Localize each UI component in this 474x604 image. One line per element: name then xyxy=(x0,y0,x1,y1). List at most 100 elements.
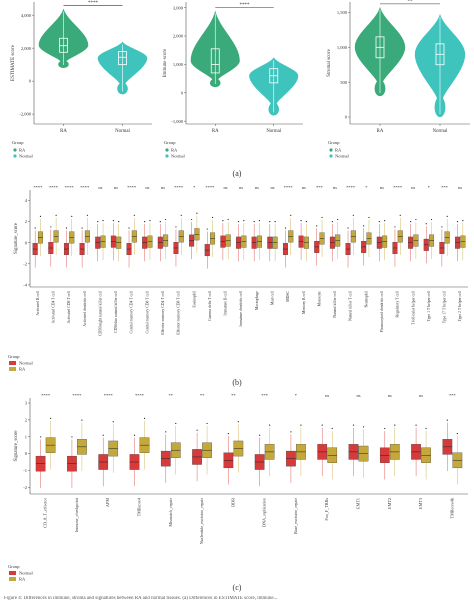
outlier-point xyxy=(196,212,198,214)
outlier-point xyxy=(237,421,239,423)
outlier-point xyxy=(305,221,307,223)
outlier-point xyxy=(425,427,427,430)
legend-marker xyxy=(329,148,333,152)
x-tick-label: Natural killer cell xyxy=(333,291,337,318)
significance-label: ns xyxy=(419,393,423,398)
x-tick-label: Memory B cell xyxy=(302,291,306,314)
outlier-point xyxy=(144,221,146,223)
significance-label: * xyxy=(193,185,196,190)
outlier-point xyxy=(97,221,99,223)
legend-title: Group xyxy=(328,140,340,145)
violin-box xyxy=(118,51,127,66)
outlier-point xyxy=(196,429,198,431)
x-tick-label: Central memory CD4 T cell xyxy=(130,291,134,333)
x-tick-label: APM xyxy=(105,498,110,507)
significance-label: ns xyxy=(411,185,415,190)
violin-box xyxy=(210,48,220,74)
outlier-point xyxy=(384,220,386,222)
significance-label: * xyxy=(295,393,298,398)
legend-label: Normal xyxy=(171,154,185,159)
legend-swatch xyxy=(9,361,16,365)
legend-title: Group xyxy=(164,140,176,145)
outlier-point xyxy=(284,227,287,229)
x-tick-label: CD_8_T_effector xyxy=(43,497,48,527)
x-tick-label: Nucleotide_excision_repair xyxy=(199,497,204,544)
panel-label-c: (c) xyxy=(233,583,242,592)
outlier-point xyxy=(159,221,161,223)
y-axis-label: Signature_score xyxy=(14,431,19,462)
outlier-point xyxy=(290,431,292,433)
outlier-point xyxy=(368,216,370,219)
outlier-point xyxy=(337,218,339,221)
y-axis-label: Signature_score xyxy=(14,223,19,254)
significance-label: **** xyxy=(33,185,43,190)
outlier-point xyxy=(290,214,292,216)
outlier-point xyxy=(456,432,458,435)
significance-label: * xyxy=(428,185,431,190)
outlier-point xyxy=(191,218,193,221)
outlier-point xyxy=(399,214,401,216)
y-tick-label: 2 xyxy=(25,417,27,422)
x-tick-label: Immune_checkpoint xyxy=(74,497,79,532)
y-tick-label: -2,000 xyxy=(19,112,31,118)
y-tick-label: 3 xyxy=(25,401,28,406)
outlier-point xyxy=(175,422,177,425)
x-tick-label: RA xyxy=(377,129,384,134)
x-tick-label: Immature dendritic cell xyxy=(239,291,243,327)
significance-label: ns xyxy=(98,185,102,190)
y-tick-label: 1 xyxy=(25,434,27,439)
legend-label: Normal xyxy=(335,154,349,159)
outlier-point xyxy=(352,214,354,216)
outlier-point xyxy=(175,226,177,228)
significance-label: * xyxy=(365,185,368,190)
y-tick-label: 3,000 xyxy=(173,5,184,11)
outlier-point xyxy=(316,225,318,227)
x-tick-label: Normal xyxy=(266,129,281,134)
outlier-point xyxy=(143,417,146,420)
significance-label: **** xyxy=(49,185,59,190)
x-tick-label: EMT3 xyxy=(418,498,423,509)
outlier-point xyxy=(86,214,88,216)
significance-label: ns xyxy=(388,393,392,398)
x-tick-label: T follicular helper cell xyxy=(411,291,415,325)
outlier-point xyxy=(206,422,208,425)
significance-label: **** xyxy=(41,393,51,398)
outlier-point xyxy=(415,218,417,221)
x-tick-label: Central memory CD8 T cell xyxy=(145,291,149,333)
violin-box xyxy=(59,37,68,53)
outlier-point xyxy=(384,427,386,430)
significance-label: *** xyxy=(261,393,269,398)
outlier-point xyxy=(65,227,68,229)
outlier-point xyxy=(40,436,42,438)
significance-label: **** xyxy=(127,185,137,190)
significance-label: **** xyxy=(135,393,145,398)
outlier-point xyxy=(50,226,52,228)
y-tick-label: 0 xyxy=(181,90,184,95)
outlier-point xyxy=(39,215,42,217)
outlier-point xyxy=(71,215,73,217)
outlier-point xyxy=(258,220,261,222)
outlier-point xyxy=(227,218,229,221)
significance-label: ns xyxy=(380,185,384,190)
x-tick-label: Normal xyxy=(433,129,448,134)
outlier-point xyxy=(410,221,412,223)
outlier-point xyxy=(50,417,52,420)
y-tick-label: 2,000 xyxy=(173,34,184,40)
outlier-point xyxy=(321,424,323,426)
outlier-point xyxy=(112,220,114,222)
x-tick-label: Regulatory T cell xyxy=(396,291,400,317)
outlier-point xyxy=(34,227,36,229)
outlier-point xyxy=(149,220,151,222)
x-tick-label: RA xyxy=(60,129,67,134)
x-tick-label: Gamma delta T cell xyxy=(208,291,212,321)
outlier-point xyxy=(331,221,333,223)
outlier-point xyxy=(456,221,459,223)
outlier-point xyxy=(363,225,365,227)
x-tick-label: Activated dendritic cell xyxy=(83,291,87,327)
legend-title: Group xyxy=(12,140,24,145)
y-axis-label: Immune score xyxy=(163,48,168,77)
outlier-point xyxy=(206,228,208,230)
y-tick-label: -2 xyxy=(23,261,27,266)
